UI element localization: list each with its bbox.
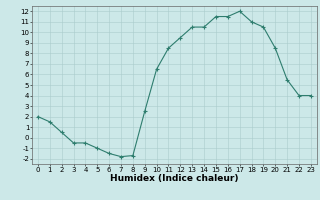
X-axis label: Humidex (Indice chaleur): Humidex (Indice chaleur)	[110, 174, 239, 183]
